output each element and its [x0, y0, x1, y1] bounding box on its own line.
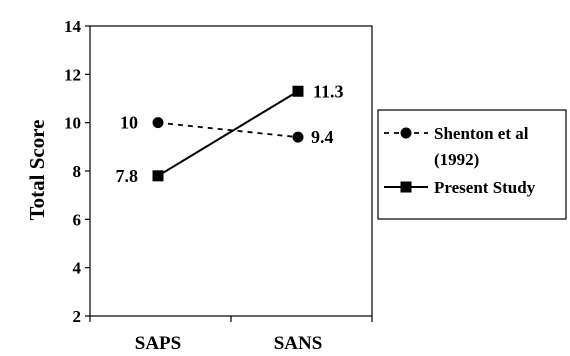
legend-label: Shenton et al — [434, 124, 529, 143]
y-axis-title: Total Score — [25, 120, 49, 221]
data-label: 10 — [120, 113, 138, 133]
legend-label: Present Study — [434, 178, 536, 197]
data-labels: 10 9.4 7.8 11.3 — [116, 81, 344, 186]
x-axis-categories: SAPS SANS — [89, 316, 373, 354]
y-tick-label: 12 — [64, 65, 81, 84]
series-line-1 — [157, 121, 299, 139]
square-marker — [292, 85, 304, 97]
legend-square-marker — [400, 181, 412, 193]
x-category-label: SAPS — [135, 333, 181, 354]
y-tick-label: 2 — [73, 307, 82, 326]
data-label: 9.4 — [311, 127, 334, 147]
y-tick-label: 6 — [73, 210, 82, 229]
y-tick-label: 14 — [64, 17, 82, 36]
legend: Shenton et al (1992) Present Study — [377, 109, 567, 220]
series-lines — [157, 90, 299, 177]
legend-label: (1992) — [434, 150, 479, 169]
series-line-2 — [157, 90, 299, 177]
y-tick-label: 8 — [73, 162, 82, 181]
square-marker — [152, 170, 164, 182]
y-axis-ticks: 2 4 6 8 10 12 14 — [64, 17, 90, 326]
x-category-label: SANS — [274, 333, 323, 354]
data-label: 11.3 — [313, 81, 344, 101]
legend-box — [377, 109, 567, 220]
series-markers — [152, 85, 304, 182]
y-tick-label: 10 — [64, 114, 81, 133]
circle-marker — [152, 117, 164, 129]
y-tick-label: 4 — [73, 259, 82, 278]
data-label: 7.8 — [116, 166, 139, 186]
circle-marker — [292, 131, 304, 143]
legend-circle-marker — [400, 127, 412, 139]
